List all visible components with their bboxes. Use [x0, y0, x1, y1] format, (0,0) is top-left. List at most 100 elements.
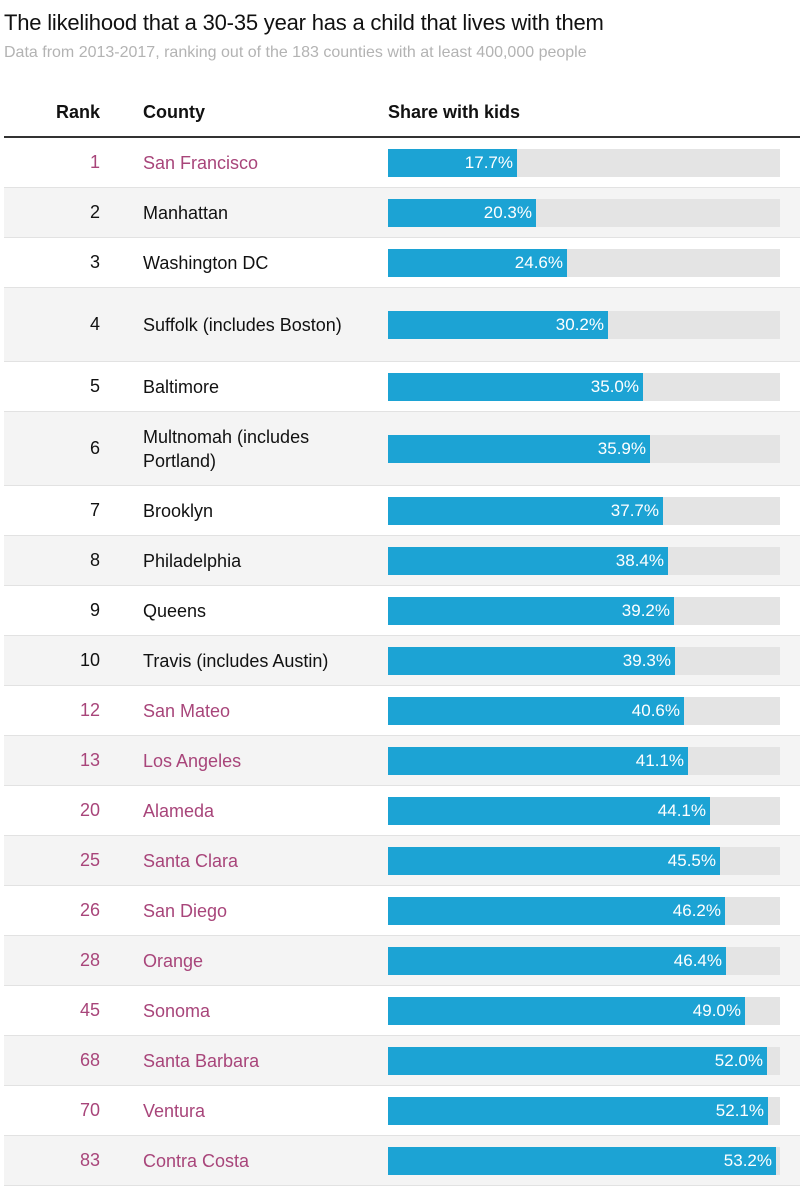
- bar-track: 24.6%: [388, 248, 780, 277]
- bar-track: 46.2%: [388, 896, 780, 925]
- county-cell: Contra Costa: [143, 1150, 250, 1171]
- bar-value-label: 41.1%: [635, 750, 684, 770]
- rank-cell: 45: [79, 1000, 100, 1020]
- bar-value-label: 24.6%: [514, 252, 563, 272]
- county-cell: Queens: [143, 600, 207, 621]
- bar: 39.2%: [388, 596, 674, 625]
- rank-cell: 83: [79, 1150, 100, 1170]
- table-row: 4 Suffolk (includes Boston) 30.2%: [4, 288, 800, 362]
- bar: 30.2%: [388, 310, 608, 339]
- bar-value-label: 53.2%: [723, 1150, 772, 1170]
- bar: 44.1%: [388, 796, 710, 825]
- bar: 41.1%: [388, 746, 688, 775]
- bar-value-label: 45.5%: [667, 850, 716, 870]
- bar-track: 44.1%: [388, 796, 780, 825]
- table-body: 1 San Francisco 17.7% 2 Manhattan 20.3% 3 Washi…: [4, 138, 800, 1186]
- bar-track: 20.3%: [388, 198, 780, 227]
- rank-cell: 13: [79, 750, 100, 770]
- rank-cell: 9: [89, 600, 100, 620]
- table-row: 70 Ventura 52.1%: [4, 1086, 800, 1136]
- table-row: 1 San Francisco 17.7%: [4, 138, 800, 188]
- bar: 46.2%: [388, 896, 725, 925]
- county-cell: Philadelphia: [143, 550, 242, 571]
- chart-title: The likelihood that a 30-35 year has a c…: [4, 10, 604, 35]
- rank-cell: 68: [79, 1050, 100, 1070]
- bar-track: 46.4%: [388, 946, 780, 975]
- county-cell: Washington DC: [143, 252, 269, 273]
- chart-subtitle: Data from 2013-2017, ranking out of the …: [4, 44, 587, 61]
- rank-cell: 12: [79, 700, 100, 720]
- bar: 49.0%: [388, 996, 745, 1025]
- bar-value-label: 38.4%: [615, 550, 664, 570]
- bar-track: 35.9%: [388, 434, 780, 463]
- bar-value-label: 37.7%: [610, 500, 659, 520]
- bar-track: 38.4%: [388, 546, 780, 575]
- bar: 37.7%: [388, 496, 663, 525]
- bar: 46.4%: [388, 946, 726, 975]
- bar-value-label: 52.0%: [714, 1050, 763, 1070]
- bar: 38.4%: [388, 546, 668, 575]
- bar: 52.1%: [388, 1096, 768, 1125]
- county-cell: Los Angeles: [143, 750, 242, 771]
- table-row: 26 San Diego 46.2%: [4, 886, 800, 936]
- header-share: Share with kids: [388, 102, 521, 122]
- rank-cell: 8: [89, 550, 100, 570]
- rank-cell: 6: [89, 438, 100, 458]
- bar-track: 49.0%: [388, 996, 780, 1025]
- bar: 40.6%: [388, 696, 684, 725]
- bar-track: 30.2%: [388, 310, 780, 339]
- bar-track: 37.7%: [388, 496, 780, 525]
- county-cell: Santa Clara: [143, 850, 239, 871]
- table-row: 9 Queens 39.2%: [4, 586, 800, 636]
- county-cell: Alameda: [143, 800, 215, 821]
- bar-track: 17.7%: [388, 148, 780, 177]
- rank-cell: 5: [89, 376, 100, 396]
- table-row: 83 Contra Costa 53.2%: [4, 1136, 800, 1186]
- county-cell: Sonoma: [143, 1000, 211, 1021]
- header-county: County: [143, 102, 205, 122]
- bar: 35.0%: [388, 372, 643, 401]
- bar: 39.3%: [388, 646, 675, 675]
- rank-cell: 1: [89, 152, 100, 172]
- table-row: 7 Brooklyn 37.7%: [4, 486, 800, 536]
- county-cell: Travis (includes Austin): [143, 650, 329, 671]
- county-cell: San Mateo: [143, 700, 231, 721]
- bar-value-label: 35.0%: [590, 376, 639, 396]
- table-row: 12 San Mateo 40.6%: [4, 686, 800, 736]
- bar-track: 41.1%: [388, 746, 780, 775]
- bar: 35.9%: [388, 434, 650, 463]
- bar-value-label: 30.2%: [555, 314, 604, 334]
- bar: 52.0%: [388, 1046, 767, 1075]
- bar: 45.5%: [388, 846, 720, 875]
- bar: 17.7%: [388, 148, 517, 177]
- bar-value-label: 35.9%: [597, 438, 646, 458]
- rank-cell: 3: [89, 252, 100, 272]
- table-row: 2 Manhattan 20.3%: [4, 188, 800, 238]
- table-row: 3 Washington DC 24.6%: [4, 238, 800, 288]
- bar-value-label: 39.2%: [621, 600, 670, 620]
- rank-cell: 10: [79, 650, 100, 670]
- bar-value-label: 40.6%: [631, 700, 680, 720]
- rank-cell: 20: [79, 800, 100, 820]
- bar-value-label: 49.0%: [692, 1000, 741, 1020]
- bar-value-label: 44.1%: [657, 800, 706, 820]
- table-row: 28 Orange 46.4%: [4, 936, 800, 986]
- bar-track: 52.0%: [388, 1046, 780, 1075]
- bar-track: 39.2%: [388, 596, 780, 625]
- header-rank: Rank: [55, 102, 100, 122]
- bar: 24.6%: [388, 248, 567, 277]
- bar-track: 39.3%: [388, 646, 780, 675]
- rank-cell: 25: [79, 850, 100, 870]
- table-row: 45 Sonoma 49.0%: [4, 986, 800, 1036]
- bar: 53.2%: [388, 1146, 776, 1175]
- table-row: 13 Los Angeles 41.1%: [4, 736, 800, 786]
- bar-track: 45.5%: [388, 846, 780, 875]
- table-row: 25 Santa Clara 45.5%: [4, 836, 800, 886]
- county-cell: San Diego: [143, 900, 228, 921]
- table-row: 8 Philadelphia 38.4%: [4, 536, 800, 586]
- county-cell: Ventura: [143, 1100, 206, 1121]
- bar-value-label: 39.3%: [622, 650, 671, 670]
- rank-cell: 4: [89, 314, 100, 334]
- rank-cell: 70: [79, 1100, 100, 1120]
